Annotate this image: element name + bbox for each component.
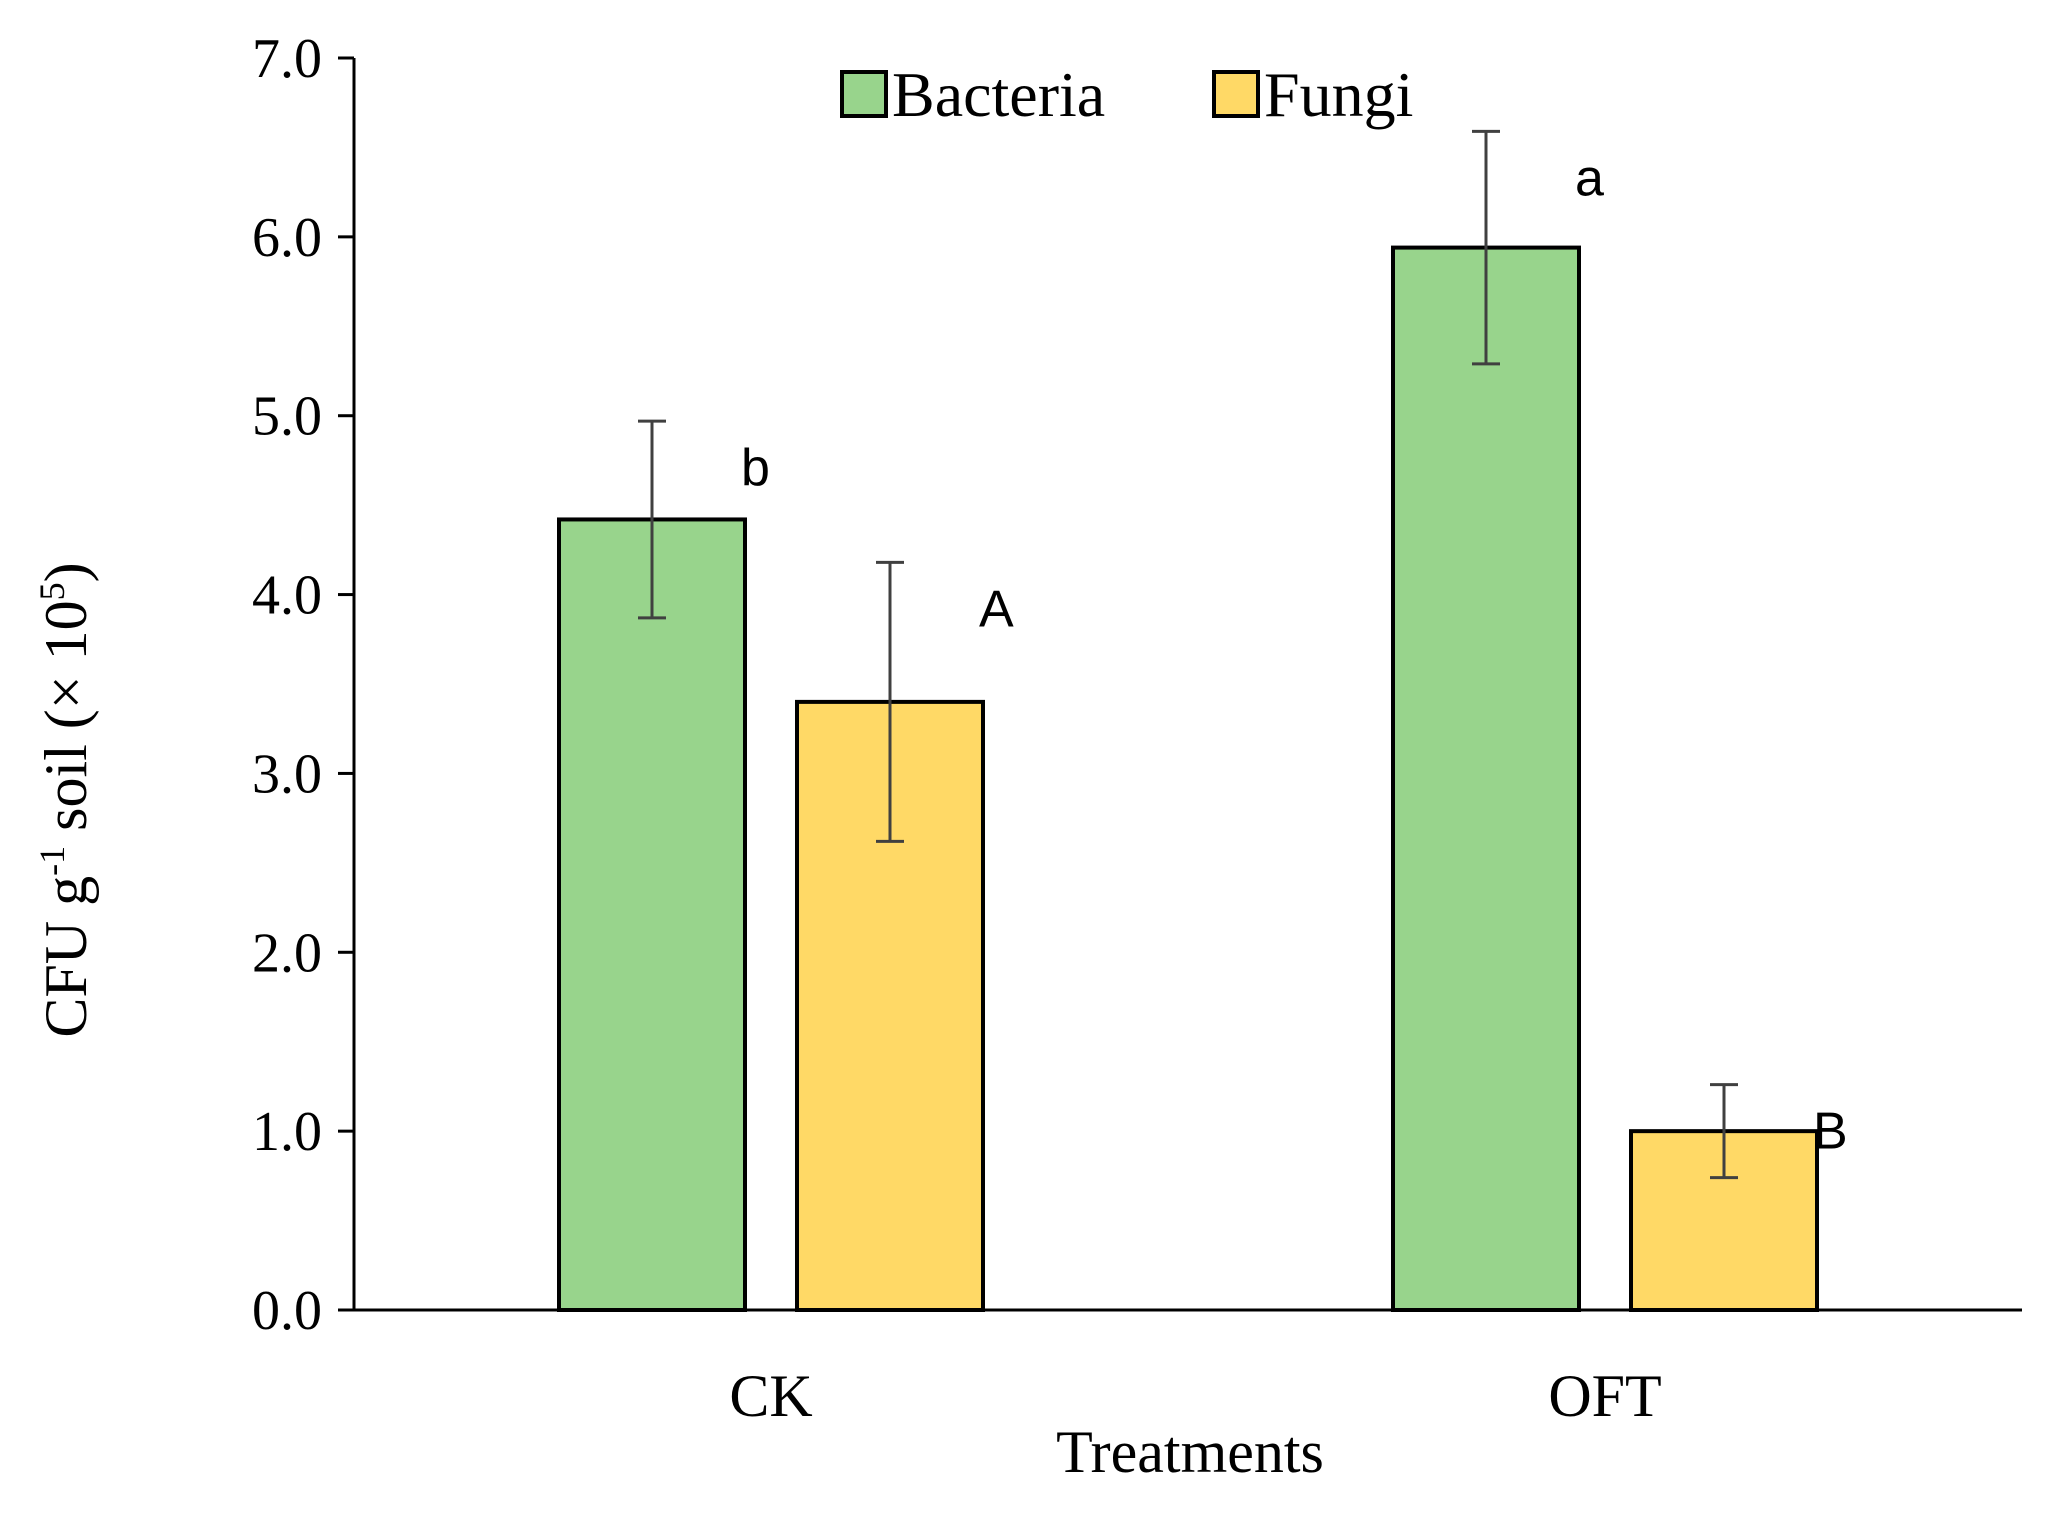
y-tick-label: 3.0 xyxy=(252,743,322,805)
significance-label: A xyxy=(979,580,1014,638)
x-axis: CK OFT xyxy=(354,1308,2022,1429)
significance-label: b xyxy=(741,439,770,497)
bar-bacteria-oft xyxy=(1391,245,1581,1312)
x-category-label: CK xyxy=(729,1363,812,1429)
y-axis-title: CFU g-1 soil (× 105) xyxy=(32,562,99,1037)
y-axis-title-end: ) xyxy=(33,562,99,582)
y-axis-title-mid: soil (× 10 xyxy=(33,600,99,846)
y-axis-title-sup2: 5 xyxy=(32,582,72,600)
y-tick-label: 1.0 xyxy=(252,1101,322,1163)
y-axis-title-sup1: -1 xyxy=(32,846,72,876)
legend-swatch-fungi xyxy=(1212,70,1260,118)
y-tick-label: 6.0 xyxy=(252,207,322,269)
x-axis-title: Treatments xyxy=(1056,1419,1324,1485)
legend-swatch-bacteria xyxy=(840,70,888,118)
significance-label: B xyxy=(1813,1103,1848,1161)
legend-label-bacteria: Bacteria xyxy=(892,59,1105,130)
bar-bacteria-ck xyxy=(557,517,747,1312)
y-axis-title-main: CFU g xyxy=(33,876,99,1038)
y-tick-label: 4.0 xyxy=(252,565,322,627)
x-category-label: OFT xyxy=(1548,1363,1661,1429)
y-tick-label: 0.0 xyxy=(252,1280,322,1342)
y-axis: 0.0 1.0 2.0 3.0 4.0 5.0 6.0 7.0 xyxy=(252,28,356,1342)
legend-label-fungi: Fungi xyxy=(1264,59,1413,130)
significance-label: a xyxy=(1575,149,1604,207)
legend: Bacteria Fungi xyxy=(840,59,1413,130)
y-tick-label: 7.0 xyxy=(252,28,322,90)
plot-area: b Aa B xyxy=(557,129,1848,1312)
y-tick-label: 2.0 xyxy=(252,922,322,984)
y-tick-label: 5.0 xyxy=(252,386,322,448)
